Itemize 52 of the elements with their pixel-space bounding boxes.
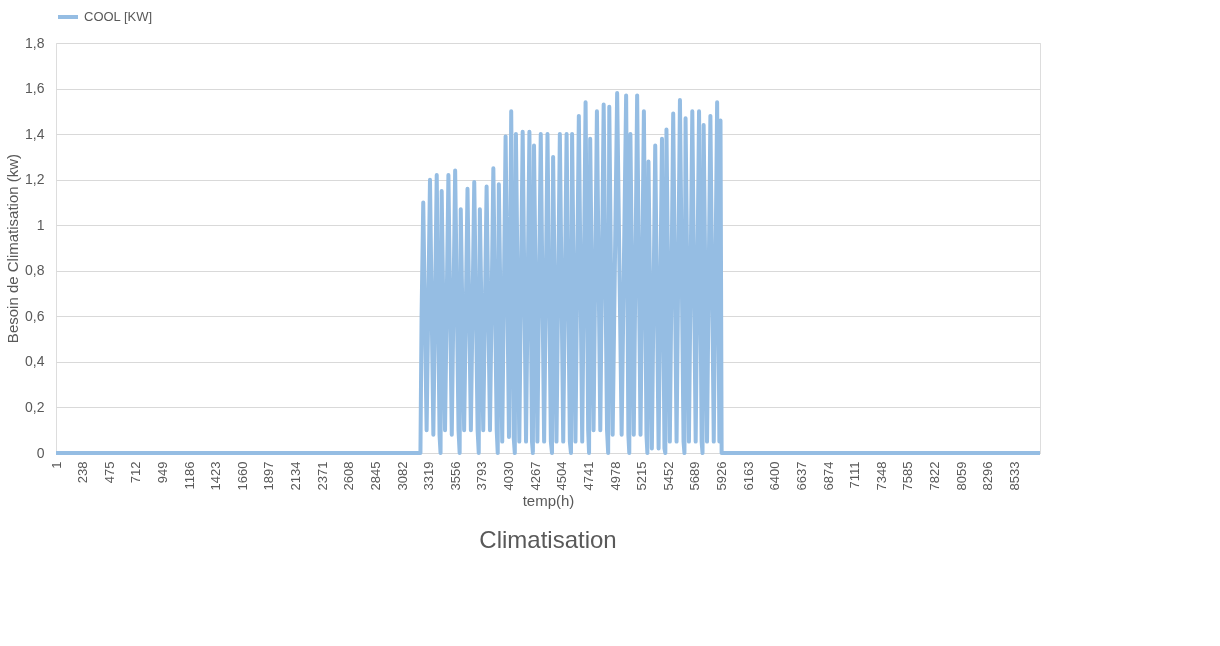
x-tick-label: 1423 [208,461,224,491]
y-tick-label: 0,6 [25,307,45,324]
x-tick-label: 4030 [501,461,517,491]
y-tick-label: 1 [36,216,45,233]
x-tick-label: 712 [128,461,144,484]
y-tick-label: 1,8 [25,34,45,51]
x-tick-label: 1186 [181,461,197,490]
x-tick-label: 7111 [847,461,863,489]
x-tick-label: 6400 [767,461,783,491]
x-tick-label: 6874 [820,461,836,491]
x-tick-label: 238 [75,461,91,484]
y-tick-label: 0,4 [25,353,45,370]
y-tick-label: 0,8 [25,262,45,279]
y-tick-label: 1,2 [25,171,45,188]
x-tick-label: 2845 [368,461,383,491]
x-tick-label: 2134 [288,461,304,491]
x-axis-title: temp(h) [522,492,575,510]
x-tick-label: 2371 [314,461,330,491]
x-tick-label: 4741 [581,461,596,491]
x-tick-label: 7585 [900,461,916,491]
text: Climatisation [479,525,617,553]
x-tick-label: 1897 [261,461,277,491]
line-series [54,91,1042,455]
x-tick-label: 1660 [234,461,250,491]
x-tick-label: 4267 [527,461,543,491]
x-tick-label: 8533 [1007,461,1022,491]
x-tick-label: 949 [155,461,170,484]
x-tick-label: 3793 [474,461,490,491]
x-tick-label: 2608 [341,461,357,491]
x-tick-label: 475 [101,461,117,484]
x-tick-label: 4504 [554,461,570,491]
y-tick-label: 0,2 [25,398,45,415]
x-tick-label: 3082 [394,461,410,491]
x-tick-label: 5215 [634,461,650,491]
x-tick-label: 6163 [740,461,756,491]
x-tick-label: 5452 [660,461,676,491]
x-tick-label: 6637 [794,461,809,491]
x-tick-label: 7348 [873,461,889,491]
y-axis-title: Besoin de Climatisation (kw) [4,153,22,344]
x-tick-label: 5926 [714,461,730,491]
y-tick-label: 0 [36,444,45,461]
y-tick-label: 1,4 [25,125,45,142]
x-tick-label: 3556 [447,461,463,491]
x-tick-label: 5689 [687,461,703,491]
x-tick-label: 7822 [927,461,943,491]
x-tick-label: 3319 [421,461,437,491]
x-tick-label: 1 [48,461,64,469]
x-tick-label: 8059 [953,461,969,491]
x-tick-label: 4978 [607,461,623,491]
x-tick-label: 8296 [980,461,996,491]
y-tick-label: 1,6 [25,80,45,97]
legend-label: COOL [KW] [84,9,153,24]
